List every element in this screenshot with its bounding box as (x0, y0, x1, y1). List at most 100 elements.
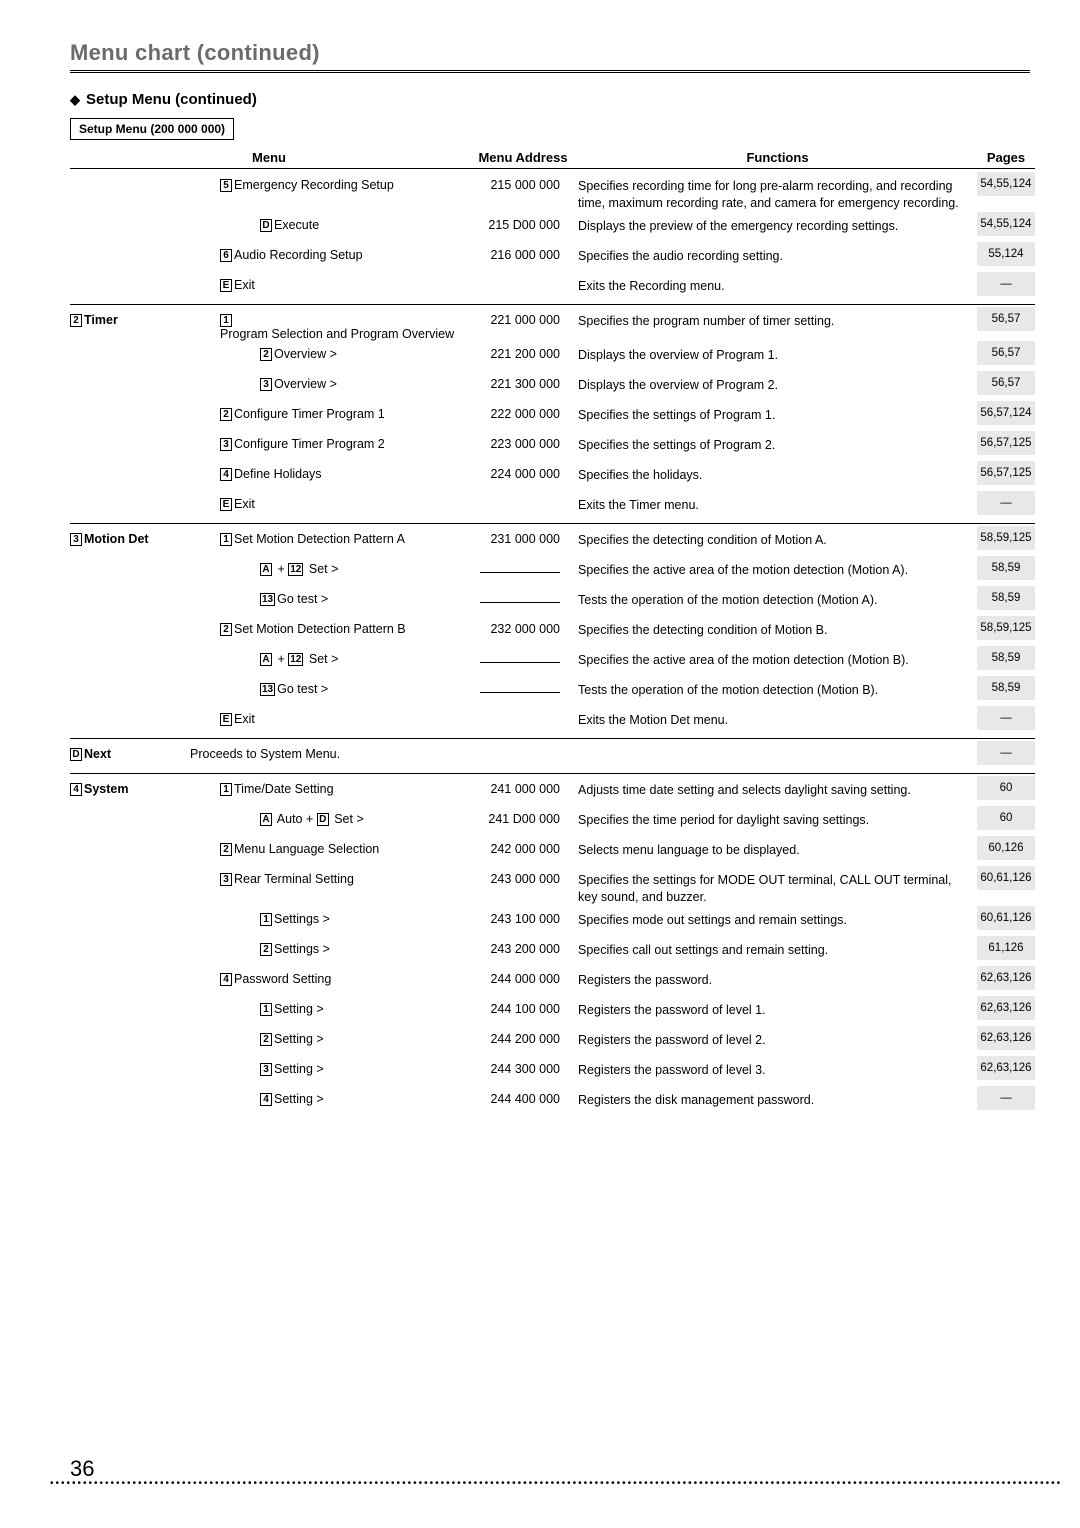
table-row: 6Audio Recording Setup216 000 000Specifi… (70, 242, 1035, 272)
menu-address (468, 556, 578, 576)
section-label: 3Motion Det (70, 526, 190, 546)
section-separator (70, 738, 1035, 739)
table-row: 2Setting >244 200 000Registers the passw… (70, 1026, 1035, 1056)
page-title: Menu chart (continued) (70, 40, 1030, 66)
menu-address: 241 000 000 (468, 776, 578, 796)
menu-pages: 60,61,126 (977, 866, 1035, 890)
menu-address: 243 100 000 (468, 906, 578, 926)
menu-item: 3Rear Terminal Setting (190, 866, 468, 886)
header-row: Menu Menu Address Functions Pages (70, 150, 1035, 169)
menu-item: 1Settings > (190, 906, 468, 926)
section-label (70, 341, 190, 347)
table-row: A + 12 Set >Specifies the active area of… (70, 556, 1035, 586)
menu-function: Specifies the settings for MODE OUT term… (578, 866, 977, 906)
section-label (70, 1086, 190, 1092)
section-label (70, 401, 190, 407)
menu-item: 3Setting > (190, 1056, 468, 1076)
menu-chart: Menu Menu Address Functions Pages 5Emerg… (70, 150, 1035, 1116)
menu-item: 4Define Holidays (190, 461, 468, 481)
menu-item: A Auto + D Set > (190, 806, 468, 826)
menu-function: Registers the disk management password. (578, 1086, 977, 1109)
menu-item: 3Overview > (190, 371, 468, 391)
table-row: 2Settings >243 200 000Specifies call out… (70, 936, 1035, 966)
menu-address: 242 000 000 (468, 836, 578, 856)
title-underline (70, 70, 1030, 73)
menu-item: EExit (190, 491, 468, 511)
footer-dots: ••••••••••••••••••••••••••••••••••••••••… (50, 1478, 1060, 1489)
section-separator (70, 304, 1035, 305)
menu-item: 4Password Setting (190, 966, 468, 986)
table-row: 3Setting >244 300 000Registers the passw… (70, 1056, 1035, 1086)
section-label (70, 1026, 190, 1032)
table-row: 13Go test > Tests the operation of the mo… (70, 586, 1035, 616)
menu-function: Specifies the detecting condition of Mot… (578, 526, 977, 549)
section-label (70, 836, 190, 842)
menu-item: A + 12 Set > (190, 646, 468, 666)
menu-item: 2Configure Timer Program 1 (190, 401, 468, 421)
menu-pages: 56,57 (977, 371, 1035, 395)
menu-address (468, 491, 578, 497)
menu-address: 244 400 000 (468, 1086, 578, 1106)
menu-pages: 62,63,126 (977, 1026, 1035, 1050)
diamond-icon: ◆ (70, 92, 80, 108)
menu-pages: 60 (977, 776, 1035, 800)
menu-address: 243 200 000 (468, 936, 578, 956)
menu-pages: 56,57 (977, 341, 1035, 365)
menu-function: Registers the password of level 1. (578, 996, 977, 1019)
menu-function: Tests the operation of the motion detect… (578, 586, 977, 609)
section-label (70, 461, 190, 467)
menu-function: Displays the overview of Program 2. (578, 371, 977, 394)
menu-function: Registers the password. (578, 966, 977, 989)
menu-function: Specifies the time period for daylight s… (578, 806, 977, 829)
menu-pages: 58,59 (977, 556, 1035, 580)
menu-pages: 58,59 (977, 646, 1035, 670)
table-row: 2Menu Language Selection242 000 000Selec… (70, 836, 1035, 866)
menu-pages: 56,57,125 (977, 431, 1035, 455)
menu-pages: — (977, 272, 1035, 296)
menu-pages: 60 (977, 806, 1035, 830)
menu-address: 222 000 000 (468, 401, 578, 421)
menu-pages: — (977, 706, 1035, 730)
menu-pages: 62,63,126 (977, 1056, 1035, 1080)
section-label (70, 242, 190, 248)
table-row: A + 12 Set >Specifies the active area of… (70, 646, 1035, 676)
menu-item: EExit (190, 272, 468, 292)
menu-function: Displays the overview of Program 1. (578, 341, 977, 364)
menu-pages: 62,63,126 (977, 966, 1035, 990)
menu-address: 244 300 000 (468, 1056, 578, 1076)
menu-address: 215 D00 000 (468, 212, 578, 232)
menu-address: 221 000 000 (468, 307, 578, 327)
menu-address: 244 200 000 (468, 1026, 578, 1046)
menu-item: 1Time/Date Setting (190, 776, 468, 796)
section-label: 2Timer (70, 307, 190, 327)
section-label (70, 556, 190, 562)
menu-item: 3Configure Timer Program 2 (190, 431, 468, 451)
rows-container: 5Emergency Recording Setup215 000 000Spe… (70, 172, 1035, 1116)
menu-function: Adjusts time date setting and selects da… (578, 776, 977, 799)
table-row: DNextProceeds to System Menu.— (70, 741, 1035, 771)
menu-item: 13Go test > (190, 586, 468, 606)
menu-pages: — (977, 741, 1035, 765)
menu-function: Specifies the audio recording setting. (578, 242, 977, 265)
menu-item: 2Menu Language Selection (190, 836, 468, 856)
menu-address: 215 000 000 (468, 172, 578, 192)
menu-function: Displays the preview of the emergency re… (578, 212, 977, 235)
section-label (70, 806, 190, 812)
menu-function: Specifies the detecting condition of Mot… (578, 616, 977, 639)
menu-pages: 60,61,126 (977, 906, 1035, 930)
menu-pages: 60,126 (977, 836, 1035, 860)
menu-pages: 54,55,124 (977, 172, 1035, 196)
menu-item: 4Setting > (190, 1086, 468, 1106)
menu-function: Registers the password of level 3. (578, 1056, 977, 1079)
table-row: 4Password Setting244 000 000Registers th… (70, 966, 1035, 996)
section-label (70, 431, 190, 437)
menu-address (468, 676, 578, 696)
menu-pages: 58,59 (977, 586, 1035, 610)
table-row: 4Define Holidays224 000 000Specifies the… (70, 461, 1035, 491)
section-separator (70, 523, 1035, 524)
menu-function: Registers the password of level 2. (578, 1026, 977, 1049)
menu-function: Specifies call out settings and remain s… (578, 936, 977, 959)
table-row: 4Setting >244 400 000Registers the disk … (70, 1086, 1035, 1116)
section-separator (70, 773, 1035, 774)
menu-item: EExit (190, 706, 468, 726)
